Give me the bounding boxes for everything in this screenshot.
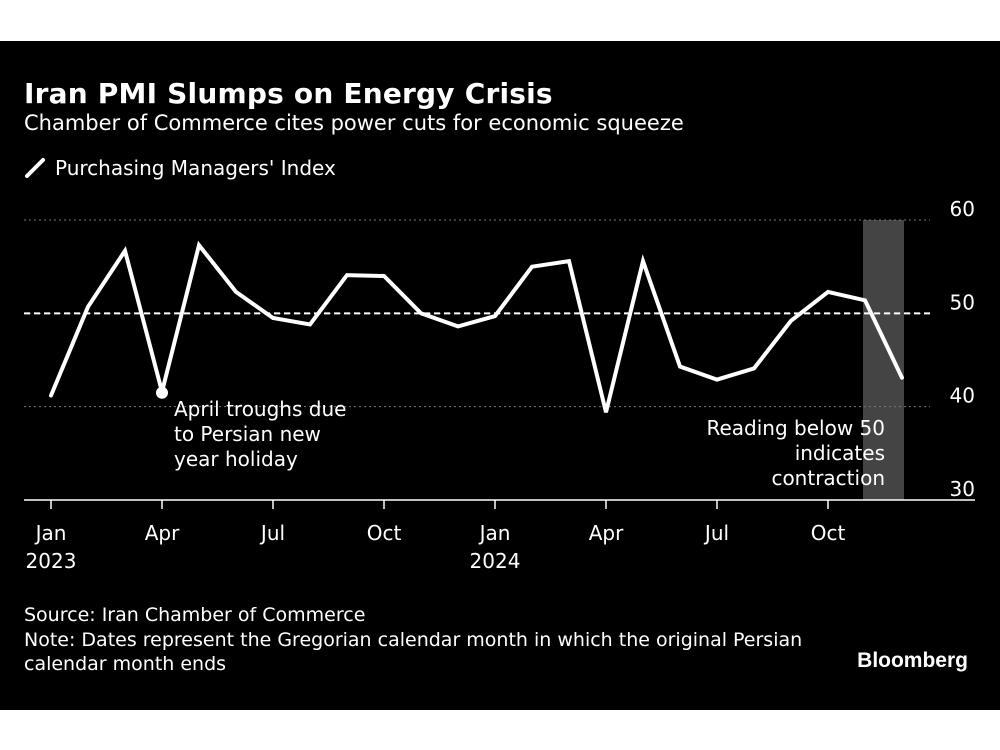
annotation-marker-april (156, 386, 168, 399)
chart-subtitle: Chamber of Commerce cites power cuts for… (24, 111, 684, 135)
chart-legend: Purchasing Managers' Index (24, 156, 336, 180)
chart-card: Iran PMI Slumps on Energy Crisis Chamber… (0, 41, 1000, 710)
x-tick-label-3: Oct (367, 521, 402, 545)
y-tick-label-50: 50 (950, 290, 975, 314)
bloomberg-logo: Bloomberg (857, 649, 968, 672)
y-tick-label-60: 60 (950, 197, 975, 221)
series-line-pmi (49, 240, 904, 413)
annotation-april-text-2: year holiday (174, 447, 298, 471)
footnote: Note: Dates represent the Gregorian cale… (24, 629, 803, 675)
annotation-april-text-1: to Persian new (174, 422, 321, 446)
source-note: Source: Iran Chamber of Commerce (24, 604, 366, 626)
x-tick-label-5: Apr (589, 521, 624, 545)
annotation-contraction-text-0: Reading below 50 (707, 416, 886, 440)
x-tick-label-4: Jan (478, 521, 511, 545)
y-tick-label-40: 40 (950, 384, 975, 408)
shaded-period (863, 220, 904, 500)
x-tick-label-2: Jul (259, 521, 285, 545)
legend-line-icon (25, 158, 45, 178)
x-year-label-4: 2024 (470, 549, 521, 573)
y-tick-label-30: 30 (950, 477, 975, 501)
chart-title: Iran PMI Slumps on Energy Crisis (24, 77, 553, 110)
pmi-line-chart: 60 50 40 30 Jan 2023 Apr Jul Oct Jan 2024 Apr Jul Oct… (24, 197, 975, 573)
x-year-label-0: 2023 (26, 549, 77, 573)
x-tick-label-0: Jan (34, 521, 67, 545)
annotation-april-text-0: April troughs due (174, 397, 346, 421)
x-tick-label-7: Oct (811, 521, 846, 545)
x-tick-label-6: Jul (703, 521, 729, 545)
annotation-contraction-text-1: indicates (795, 441, 885, 465)
x-tick-label-1: Apr (145, 521, 180, 545)
legend-label: Purchasing Managers' Index (55, 156, 336, 180)
annotation-contraction-text-2: contraction (771, 466, 885, 490)
